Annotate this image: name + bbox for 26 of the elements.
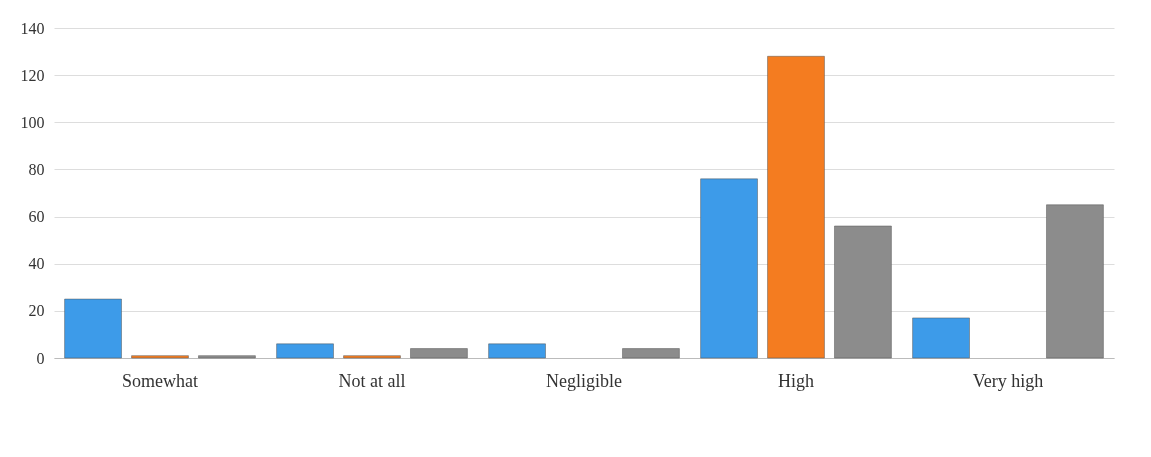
y-tick-label: 140 (20, 19, 45, 37)
bar (834, 225, 892, 359)
bar (64, 298, 122, 359)
y-tick-label: 0 (36, 349, 45, 367)
bar (198, 355, 256, 359)
bar (276, 343, 334, 359)
y-tick-label: 40 (28, 255, 45, 273)
x-tick-label: Somewhat (122, 370, 198, 391)
x-tick-label: Very high (972, 370, 1044, 391)
bar (131, 355, 189, 359)
y-tick-label: 80 (28, 160, 45, 178)
x-tick-label: Not at all (338, 370, 406, 391)
x-tick-label: High (778, 370, 814, 391)
y-tick-label: 120 (20, 66, 45, 84)
bar (343, 355, 401, 359)
y-tick-label: 60 (28, 208, 45, 226)
bar (622, 348, 680, 359)
bar (767, 56, 825, 359)
bar (1046, 204, 1104, 359)
bar (410, 348, 468, 359)
x-tick-label: Negligible (546, 370, 622, 391)
y-tick-label: 100 (20, 113, 45, 131)
bar (700, 178, 758, 359)
bar (912, 317, 970, 359)
bar (488, 343, 546, 359)
y-tick-label: 20 (28, 302, 45, 320)
